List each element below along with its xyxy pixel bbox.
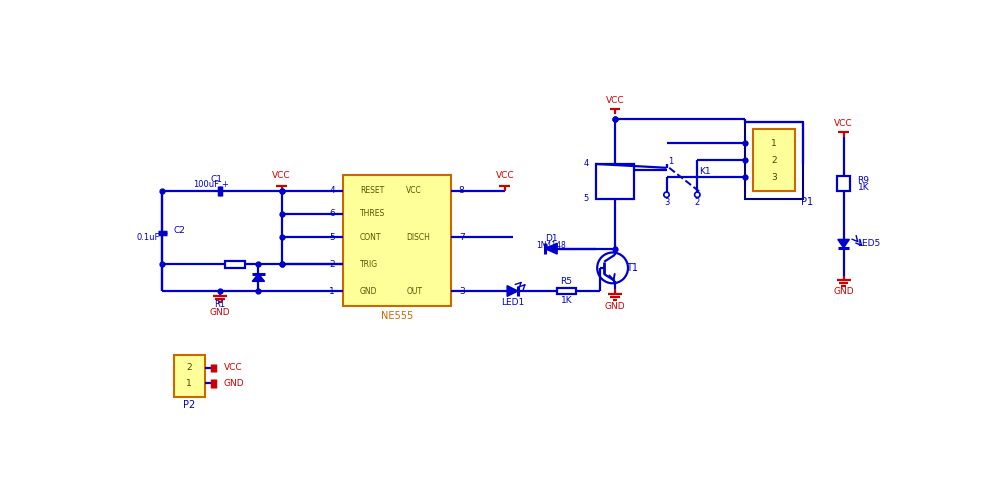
Text: 1N4148: 1N4148 (536, 241, 566, 250)
Text: 0.1uF: 0.1uF (137, 232, 160, 241)
Polygon shape (252, 274, 265, 281)
Text: VCC: VCC (224, 364, 242, 372)
Text: GND: GND (224, 379, 244, 388)
Text: 3: 3 (459, 286, 465, 296)
Text: VCC: VCC (406, 186, 422, 196)
Text: 1: 1 (186, 379, 192, 388)
Text: 4: 4 (330, 186, 335, 196)
Text: VCC: VCC (272, 171, 291, 180)
Text: GND: GND (360, 286, 378, 296)
Bar (343, 176, 451, 306)
Text: 1K: 1K (561, 296, 572, 304)
Text: 1: 1 (329, 286, 335, 296)
Bar (596, 164, 634, 198)
Text: 6: 6 (329, 210, 335, 218)
Text: 2: 2 (330, 260, 335, 268)
Bar (837, 176, 850, 191)
Text: R1: R1 (214, 300, 225, 310)
Text: 8: 8 (459, 186, 465, 196)
Text: 1: 1 (771, 138, 777, 147)
Text: P2: P2 (183, 400, 195, 410)
Text: LED1: LED1 (501, 298, 524, 307)
Polygon shape (507, 286, 518, 296)
Text: 1K: 1K (857, 182, 869, 192)
Text: K1: K1 (699, 167, 711, 176)
Text: 2: 2 (695, 198, 700, 207)
Polygon shape (545, 244, 557, 254)
Text: VCC: VCC (606, 96, 624, 104)
Text: GND: GND (605, 302, 625, 311)
Text: 7: 7 (459, 232, 465, 241)
Text: P1: P1 (801, 198, 813, 207)
Text: 5: 5 (329, 232, 335, 241)
Bar (753, 130, 795, 191)
Text: VCC: VCC (834, 118, 853, 128)
Text: R5: R5 (560, 278, 572, 286)
Text: 2: 2 (186, 364, 192, 372)
Text: GND: GND (833, 286, 854, 296)
Text: THRES: THRES (360, 210, 385, 218)
Bar (174, 354, 205, 397)
Text: TRIG: TRIG (360, 260, 378, 268)
Text: LED5: LED5 (857, 239, 881, 248)
Text: +: + (221, 180, 228, 189)
Text: T1: T1 (626, 263, 638, 273)
Text: NE555: NE555 (381, 312, 413, 322)
Polygon shape (838, 240, 849, 248)
Text: C2: C2 (174, 226, 186, 234)
Text: 100uF: 100uF (193, 180, 219, 189)
Text: CONT: CONT (360, 232, 382, 241)
Text: OUT: OUT (406, 286, 422, 296)
Text: R9: R9 (857, 176, 869, 186)
Text: VCC: VCC (495, 171, 514, 180)
Bar (557, 288, 576, 294)
Text: C1: C1 (210, 175, 222, 184)
Text: 3: 3 (664, 198, 669, 207)
Bar (225, 260, 245, 268)
Text: D1: D1 (545, 234, 557, 243)
Text: 1: 1 (668, 157, 673, 166)
Text: GND: GND (210, 308, 230, 317)
Text: 4: 4 (584, 160, 589, 168)
Text: RESET: RESET (360, 186, 384, 196)
Text: 3: 3 (771, 172, 777, 182)
Bar (745, 122, 803, 198)
Text: 2: 2 (771, 156, 777, 164)
Text: DISCH: DISCH (406, 232, 430, 241)
Text: 5: 5 (584, 194, 589, 203)
